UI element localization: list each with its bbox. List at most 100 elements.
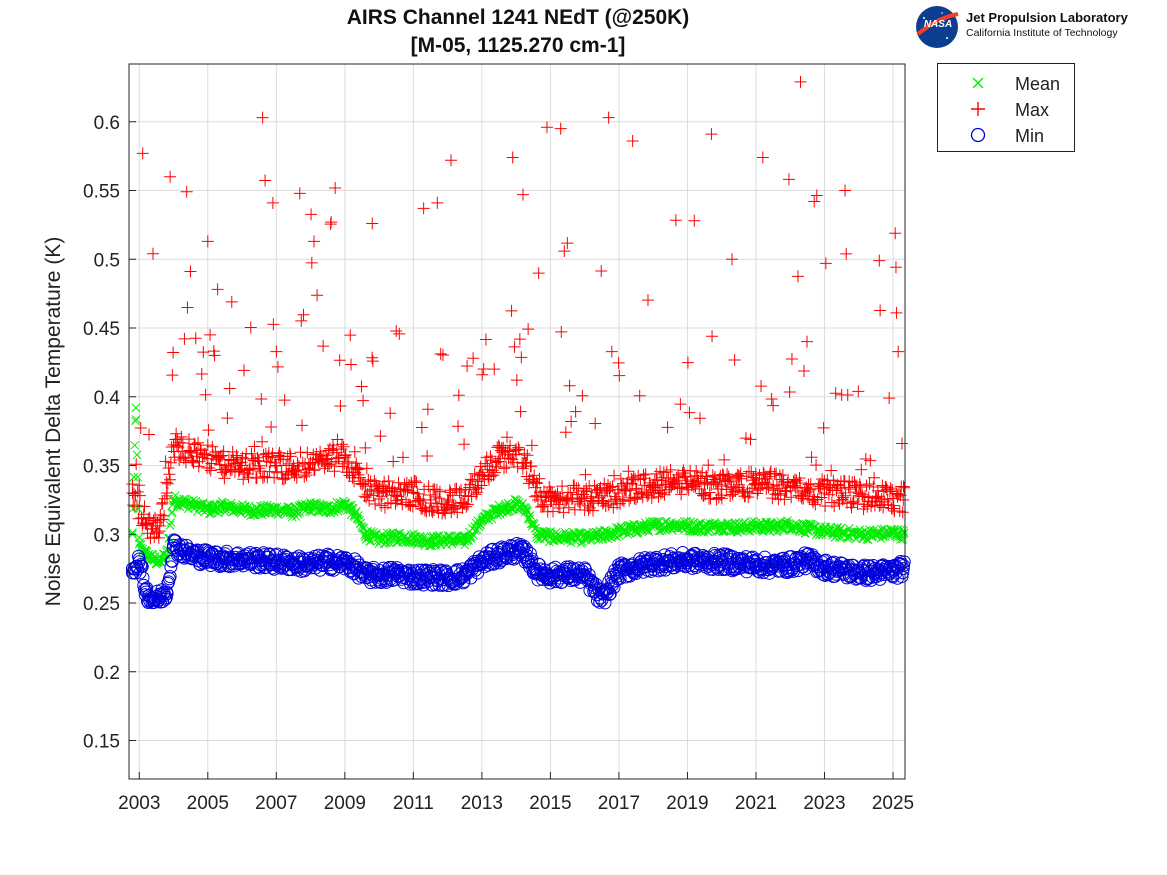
- max-point: [801, 485, 814, 498]
- max-point: [302, 463, 315, 476]
- max-point: [217, 445, 230, 458]
- max-point: [723, 472, 736, 485]
- max-point: [467, 483, 480, 496]
- max-point: [370, 479, 383, 492]
- max-point: [468, 467, 481, 480]
- max-point: [357, 477, 370, 490]
- max-point: [579, 468, 592, 481]
- mean-point: [354, 515, 364, 525]
- max-point: [433, 485, 446, 498]
- max-point: [813, 477, 826, 490]
- max-point: [280, 459, 293, 472]
- max-point: [223, 382, 236, 395]
- max-point: [807, 496, 820, 509]
- max-point: [898, 481, 911, 494]
- max-point: [661, 421, 674, 434]
- max-point: [501, 431, 514, 444]
- max-point: [328, 465, 341, 478]
- max-point: [433, 492, 446, 505]
- max-point: [533, 472, 546, 485]
- max-point: [366, 351, 379, 364]
- max-point: [705, 128, 718, 141]
- max-point: [883, 392, 896, 405]
- max-point: [244, 321, 257, 334]
- max-point: [708, 473, 721, 486]
- max-point: [561, 237, 574, 250]
- max-point: [173, 453, 186, 466]
- max-point: [496, 446, 509, 459]
- max-point: [565, 415, 578, 428]
- max-point: [167, 346, 180, 359]
- max-point: [342, 455, 355, 468]
- y-tick-label: 0.6: [94, 113, 120, 134]
- y-tick-label: 0.25: [83, 594, 120, 615]
- max-point: [850, 486, 863, 499]
- max-point: [522, 323, 535, 336]
- max-point: [564, 486, 577, 499]
- max-point: [479, 457, 492, 470]
- max-point: [214, 450, 227, 463]
- max-point: [623, 494, 636, 507]
- max-point: [715, 489, 728, 502]
- max-point: [421, 403, 434, 416]
- max-point: [623, 484, 636, 497]
- max-point: [384, 496, 397, 509]
- max-point: [855, 463, 868, 476]
- max-point: [709, 471, 722, 484]
- max-point: [640, 486, 653, 499]
- max-point: [645, 491, 658, 504]
- x-tick-label: 2017: [598, 793, 640, 814]
- max-point: [761, 472, 774, 485]
- max-point: [873, 254, 886, 267]
- max-point: [528, 469, 541, 482]
- max-point: [218, 472, 231, 485]
- max-point: [605, 345, 618, 358]
- y-tick-label: 0.55: [83, 182, 120, 203]
- max-point: [765, 393, 778, 406]
- max-point: [488, 363, 501, 376]
- max-point: [155, 498, 168, 511]
- max-point: [540, 121, 553, 134]
- max-point: [203, 462, 216, 475]
- max-point: [586, 504, 599, 517]
- max-point: [182, 445, 195, 458]
- max-point: [810, 459, 823, 472]
- max-point: [410, 476, 423, 489]
- max-point: [891, 490, 904, 503]
- max-point: [452, 389, 465, 402]
- max-point: [602, 478, 615, 491]
- max-point: [859, 452, 872, 465]
- max-point: [846, 496, 859, 509]
- max-point: [604, 481, 617, 494]
- max-point: [562, 501, 575, 514]
- max-point: [881, 493, 894, 506]
- mean-point: [133, 472, 143, 482]
- max-point: [692, 475, 705, 488]
- max-point: [874, 304, 887, 317]
- max-point: [197, 346, 210, 359]
- mean-point: [137, 539, 146, 549]
- max-point: [130, 458, 143, 471]
- max-point: [439, 507, 452, 520]
- max-point: [688, 214, 701, 227]
- mean-point: [166, 518, 176, 527]
- max-point: [472, 482, 485, 495]
- max-point: [421, 449, 434, 462]
- max-point: [829, 387, 842, 400]
- max-point: [574, 498, 587, 511]
- max-point: [323, 458, 336, 471]
- mean-point: [132, 450, 142, 460]
- max-point: [672, 468, 685, 481]
- max-point: [348, 445, 361, 458]
- max-point: [595, 265, 608, 278]
- max-point: [452, 420, 465, 433]
- max-point: [618, 483, 631, 496]
- mean-point: [351, 506, 361, 516]
- max-point: [877, 501, 890, 514]
- max-point: [782, 173, 795, 186]
- max-point: [516, 462, 529, 475]
- max-point: [612, 356, 625, 369]
- max-point: [368, 474, 381, 487]
- max-point: [417, 202, 430, 215]
